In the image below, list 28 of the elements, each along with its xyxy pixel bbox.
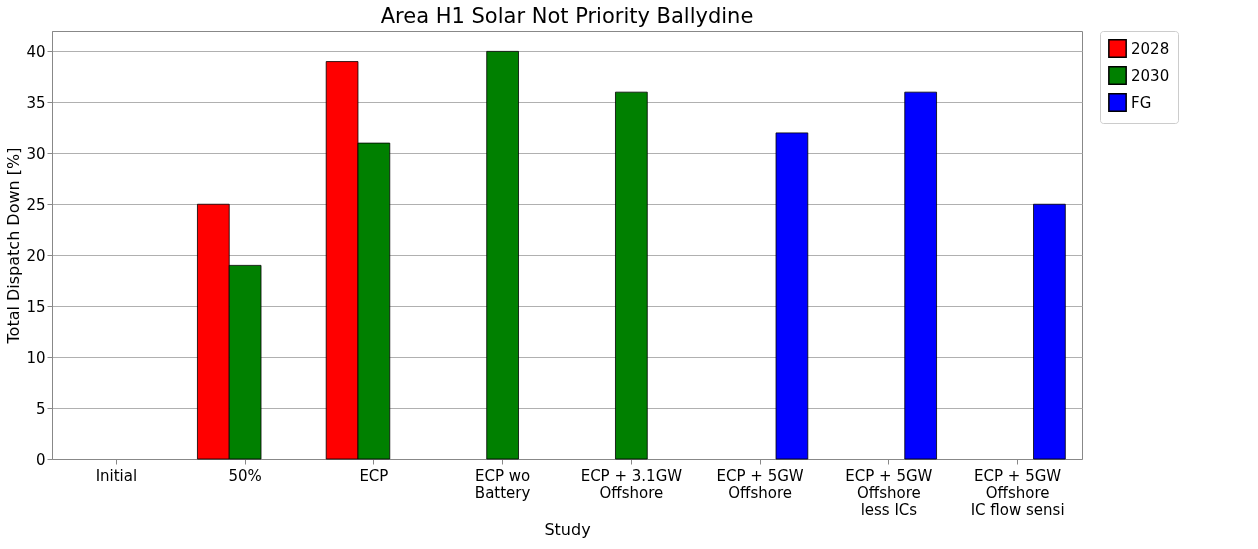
legend-label: 2028: [1131, 39, 1170, 58]
y-tick-label: 30: [26, 144, 46, 163]
chart-title: Area H1 Solar Not Priority Ballydine: [380, 3, 754, 28]
bar: [615, 91, 648, 460]
x-tick-label: ECP: [359, 466, 389, 485]
x-tick-label: ECP + 5GW Offshore IC flow sensi: [970, 466, 1065, 519]
bar: [1033, 203, 1066, 460]
x-tick-label: 50%: [228, 466, 262, 485]
y-axis-title: Total Dispatch Down [%]: [4, 147, 24, 345]
legend-label: FG: [1131, 93, 1152, 112]
y-tick-label: 0: [35, 450, 46, 469]
x-axis-title: Study: [544, 519, 591, 539]
bar: [775, 132, 809, 460]
x-tick-label: Initial: [95, 466, 138, 485]
legend-label: 2030: [1131, 66, 1170, 85]
x-tick-label: ECP + 5GW Offshore less ICs: [845, 466, 933, 519]
y-tick-label: 5: [35, 399, 46, 418]
y-tick-label: 15: [26, 297, 46, 316]
x-tick-label: ECP wo Battery: [474, 466, 531, 502]
y-tick-label: 25: [26, 195, 46, 214]
y-tick-label: 40: [26, 42, 46, 61]
bar: [904, 91, 937, 460]
bar: [486, 50, 519, 460]
y-tick-label: 10: [26, 348, 46, 367]
y-tick-label: 35: [26, 93, 46, 112]
x-tick-label: ECP + 3.1GW Offshore: [580, 466, 683, 502]
x-tick-label: ECP + 5GW Offshore: [716, 466, 804, 502]
y-tick-label: 20: [26, 246, 46, 265]
